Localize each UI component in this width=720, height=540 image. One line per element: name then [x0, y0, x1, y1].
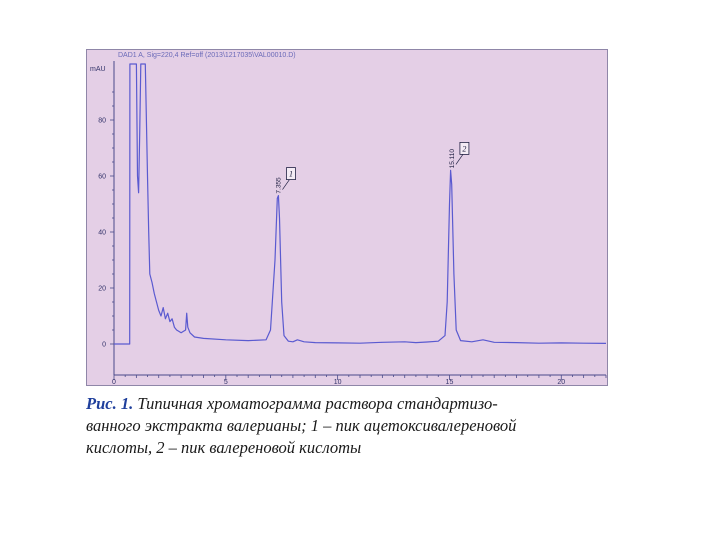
- y-tick-label: 0: [102, 342, 106, 349]
- caption-line-2: ванного экстракта валерианы; 1 – пик аце…: [86, 416, 517, 435]
- peak-tag-box: [286, 167, 296, 180]
- x-tick-label: 10: [334, 379, 342, 386]
- peak-tag-number: 2: [462, 144, 466, 153]
- peak-tag-leader: [455, 154, 464, 165]
- x-tick-label: 15: [446, 379, 454, 386]
- y-tick-label: 60: [98, 174, 106, 181]
- figure-number: Рис. 1.: [86, 394, 134, 413]
- x-tick-label: 20: [557, 379, 565, 386]
- y-tick-label: 80: [98, 118, 106, 125]
- peak-retention-label: 7.355: [275, 177, 282, 194]
- caption-line-3: кислоты, 2 – пик валереновой кислоты: [86, 438, 362, 457]
- y-tick-label: 40: [98, 230, 106, 237]
- x-tick-label: 5: [224, 379, 228, 386]
- peak-tag-box: [459, 142, 470, 155]
- peak-retention-label: 15.110: [449, 149, 456, 169]
- caption-line-1: Типичная хроматограмма раствора стандарт…: [133, 394, 498, 413]
- y-tick-label: 20: [98, 286, 106, 293]
- chromatogram-trace: [114, 63, 607, 345]
- figure-caption: Рис. 1. Типичная хроматограмма раствора …: [86, 393, 646, 459]
- chart-title: DAD1 A, Sig=220,4 Ref=off (2013\1217035\…: [118, 52, 296, 59]
- chart-background: [86, 49, 608, 386]
- y-axis-unit-label: mAU: [90, 66, 106, 73]
- peak-tag-number: 1: [289, 170, 293, 179]
- x-tick-label: 0: [112, 379, 116, 386]
- peak-tag-leader: [282, 179, 290, 190]
- chromatogram-chart: DAD1 A, Sig=220,4 Ref=off (2013\1217035\…: [90, 52, 607, 386]
